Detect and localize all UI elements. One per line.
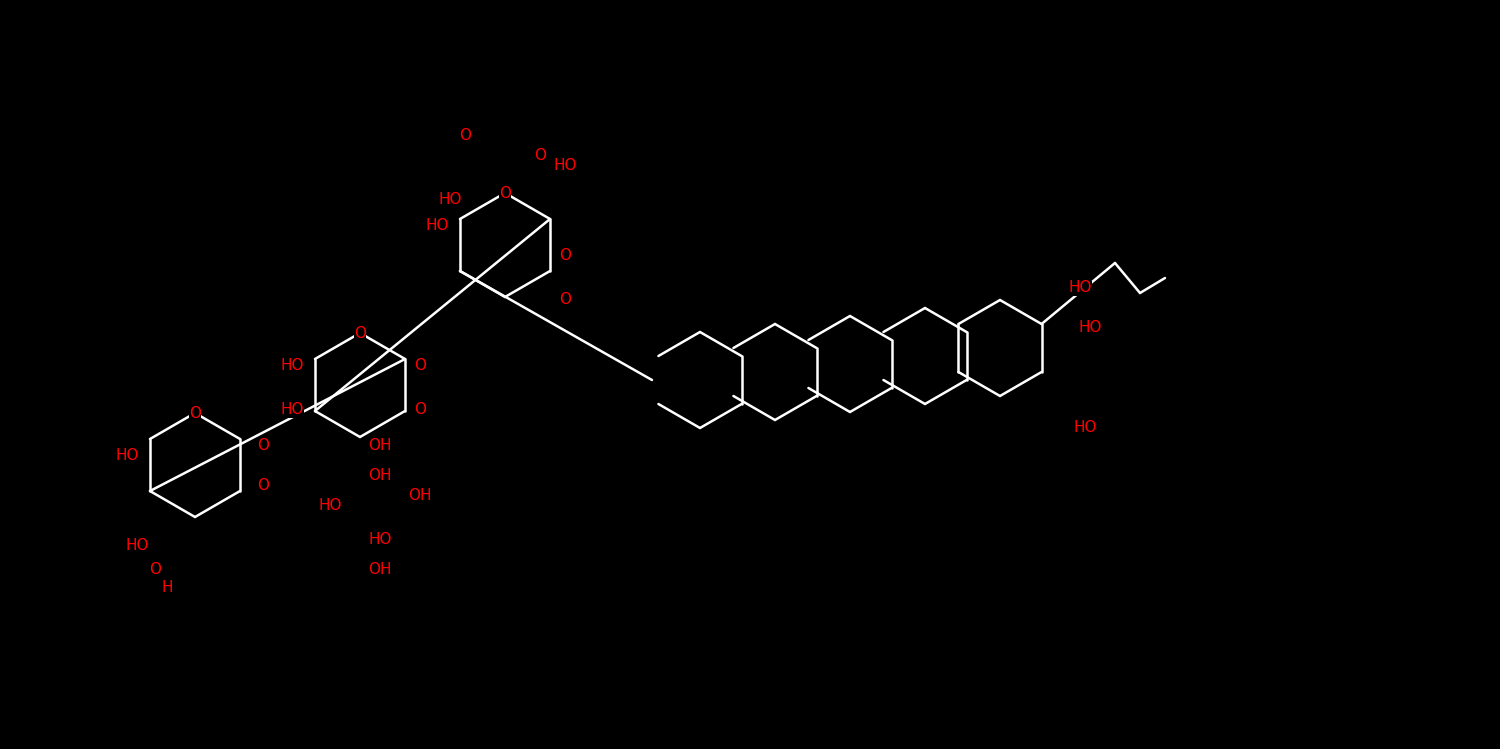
- Text: HO: HO: [1078, 321, 1101, 336]
- Text: O: O: [500, 186, 512, 201]
- Text: HO: HO: [438, 192, 462, 207]
- Text: O: O: [560, 247, 572, 262]
- Text: HO: HO: [369, 533, 392, 548]
- Text: O: O: [256, 478, 268, 493]
- Text: O: O: [256, 437, 268, 452]
- Text: O: O: [148, 562, 160, 577]
- Text: O: O: [354, 326, 366, 341]
- Text: O: O: [534, 148, 546, 163]
- Text: O: O: [414, 357, 426, 372]
- Text: HO: HO: [1074, 420, 1096, 435]
- Text: OH: OH: [369, 437, 392, 452]
- Text: HO: HO: [554, 157, 576, 172]
- Text: O: O: [414, 402, 426, 417]
- Text: OH: OH: [369, 562, 392, 577]
- Text: HO: HO: [426, 217, 448, 232]
- Text: HO: HO: [280, 402, 303, 417]
- Text: HO: HO: [124, 538, 148, 553]
- Text: HO: HO: [280, 357, 303, 372]
- Text: HO: HO: [1068, 280, 1092, 296]
- Text: O: O: [459, 127, 471, 142]
- Text: O: O: [189, 405, 201, 420]
- Text: H: H: [162, 580, 172, 595]
- Text: OH: OH: [408, 488, 432, 503]
- Text: HO: HO: [116, 447, 138, 462]
- Text: HO: HO: [318, 497, 342, 512]
- Text: OH: OH: [369, 467, 392, 482]
- Text: O: O: [560, 293, 572, 308]
